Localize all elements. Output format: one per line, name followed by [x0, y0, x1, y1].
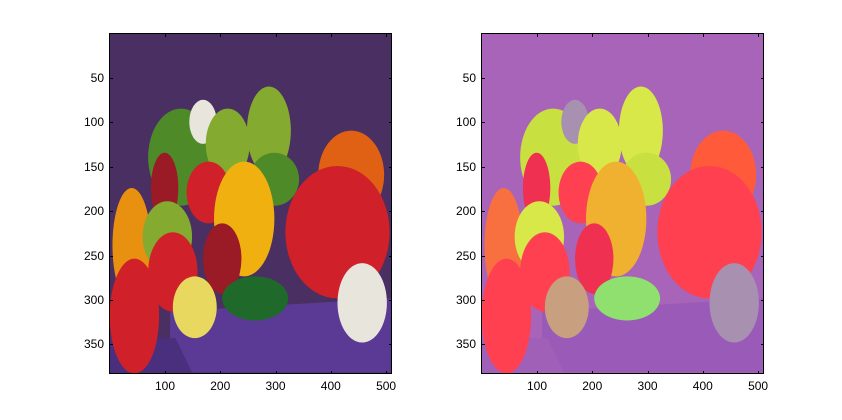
- x-tick: [758, 34, 760, 37]
- x-tick: [592, 371, 594, 374]
- y-tick: [389, 211, 392, 213]
- x-tick-label: 200: [210, 379, 231, 393]
- x-tick: [220, 371, 222, 374]
- green-chili: [222, 276, 289, 321]
- garlic-bottom: [337, 263, 387, 343]
- y-tick-label: 150: [455, 159, 476, 174]
- y-tick: [761, 122, 764, 124]
- y-tick: [482, 211, 485, 213]
- x-tick: [330, 34, 332, 37]
- y-tick: [761, 344, 764, 346]
- y-tick: [761, 77, 764, 79]
- original-image: [110, 34, 391, 373]
- x-tick-label: 500: [748, 379, 769, 393]
- x-tick: [647, 371, 649, 374]
- garlic-bottom: [709, 263, 759, 343]
- false-color-image: [482, 34, 763, 373]
- x-tick: [536, 34, 538, 37]
- x-tick-label: 500: [376, 379, 397, 393]
- y-tick-label: 100: [83, 115, 104, 130]
- green-pepper-right: [246, 86, 291, 175]
- x-tick: [275, 371, 277, 374]
- x-tick: [702, 34, 704, 37]
- y-tick: [761, 211, 764, 213]
- x-tick-label: 400: [692, 379, 713, 393]
- y-tick-label: 300: [83, 292, 104, 307]
- yellow-pepper-small: [172, 276, 217, 339]
- cloth: [542, 298, 763, 373]
- original-image-axes: 100 200 300 400 500 50 100 150 200 250 300 350: [84, 33, 396, 393]
- y-tick: [389, 166, 392, 168]
- x-tick-label: 300: [637, 379, 658, 393]
- x-tick: [220, 34, 222, 37]
- y-tick: [761, 299, 764, 301]
- y-tick-label: 100: [455, 115, 476, 130]
- y-tick: [389, 255, 392, 257]
- x-tick: [275, 34, 277, 37]
- y-tick: [110, 255, 113, 257]
- green-pepper-mid: [205, 108, 250, 180]
- y-tick: [389, 122, 392, 124]
- red-pepper-bottom-left: [482, 258, 532, 373]
- red-chili: [203, 223, 242, 294]
- y-tick: [110, 299, 113, 301]
- y-tick: [389, 299, 392, 301]
- green-pepper-right: [618, 86, 663, 175]
- yellow-pepper-small: [544, 276, 589, 339]
- y-tick-label: 200: [455, 204, 476, 219]
- y-tick: [761, 255, 764, 257]
- y-tick: [482, 122, 485, 124]
- y-tick: [482, 299, 485, 301]
- x-tick: [758, 371, 760, 374]
- x-tick-label: 400: [320, 379, 341, 393]
- y-tick: [482, 344, 485, 346]
- x-tick: [330, 371, 332, 374]
- y-tick-label: 350: [83, 337, 104, 352]
- y-tick: [110, 122, 113, 124]
- y-tick: [761, 166, 764, 168]
- x-tick: [592, 34, 594, 37]
- y-tick-label: 300: [455, 292, 476, 307]
- x-tick: [164, 34, 166, 37]
- x-tick-label: 200: [582, 379, 603, 393]
- y-tick: [110, 344, 113, 346]
- green-chili: [594, 276, 661, 321]
- y-tick: [389, 77, 392, 79]
- false-color-image-axes: 100 200 300 400 500 50 100 150 200 250 300 350: [456, 33, 768, 393]
- y-tick-label: 250: [83, 248, 104, 263]
- x-tick: [164, 371, 166, 374]
- x-tick-label: 300: [265, 379, 286, 393]
- y-tick: [482, 255, 485, 257]
- y-tick-label: 350: [455, 337, 476, 352]
- x-tick-label: 100: [154, 379, 175, 393]
- y-tick-label: 50: [462, 70, 476, 85]
- y-tick: [482, 77, 485, 79]
- y-tick: [482, 166, 485, 168]
- y-tick-label: 200: [83, 204, 104, 219]
- cloth: [170, 298, 391, 373]
- red-chili: [575, 223, 614, 294]
- x-tick: [386, 34, 388, 37]
- y-tick: [389, 344, 392, 346]
- y-tick-label: 150: [83, 159, 104, 174]
- x-tick: [386, 371, 388, 374]
- x-tick-label: 100: [526, 379, 547, 393]
- y-tick-label: 250: [455, 248, 476, 263]
- y-tick: [110, 211, 113, 213]
- x-tick: [647, 34, 649, 37]
- x-tick: [536, 371, 538, 374]
- y-tick-label: 50: [90, 70, 104, 85]
- x-tick: [702, 371, 704, 374]
- y-tick: [110, 166, 113, 168]
- y-tick: [110, 77, 113, 79]
- red-pepper-bottom-left: [110, 258, 160, 373]
- green-pepper-mid: [577, 108, 622, 180]
